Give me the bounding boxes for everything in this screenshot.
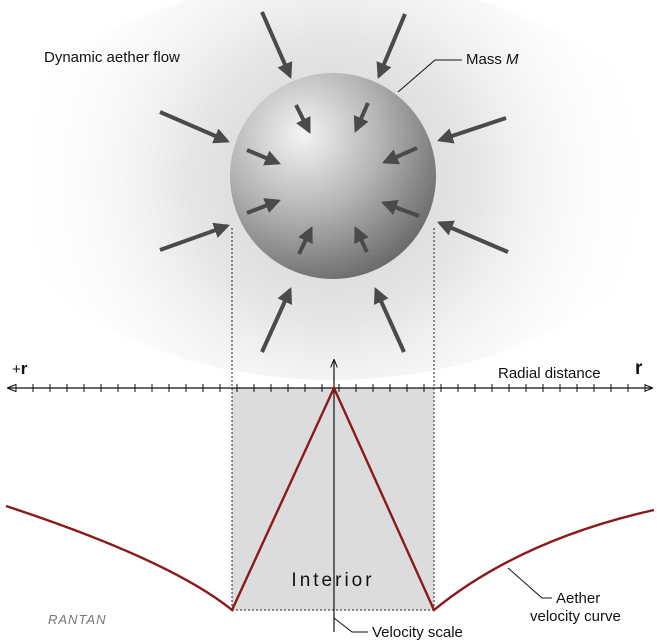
radial-axis-ticks	[15, 384, 646, 392]
curve-leader-line	[507, 567, 552, 599]
inflow-arrow	[373, 287, 406, 353]
flow-title: Dynamic aether flow	[44, 49, 180, 66]
inflow-arrow	[354, 226, 369, 253]
curve-label-line1: Aether	[556, 590, 600, 607]
rantan-signature: RANTAN	[48, 612, 106, 627]
leader-lines	[333, 59, 552, 633]
mass-label: Mass M	[466, 51, 519, 68]
plus-r-label: +r	[12, 359, 28, 378]
inflow-arrow	[260, 287, 293, 353]
interior-label: Interior	[291, 570, 374, 591]
inflow-arrow	[382, 146, 418, 165]
mass-sphere	[230, 73, 436, 279]
dashed-guides	[231, 228, 435, 611]
inflow-arrow	[246, 148, 281, 166]
interior-region	[232, 388, 434, 610]
inflow-arrow	[437, 220, 509, 254]
inflow-arrow	[353, 102, 370, 133]
curve-label-line2: velocity curve	[530, 608, 621, 625]
inflow-arrows	[159, 11, 509, 353]
inflow-arrow	[246, 198, 281, 215]
inflow-arrow	[159, 222, 231, 252]
mass-leader-line	[397, 59, 462, 93]
scale-leader-line	[333, 617, 368, 633]
inflow-arrow	[381, 199, 420, 218]
inflow-arrow	[260, 11, 293, 79]
aether-velocity-curve	[5, 385, 655, 612]
inflow-arrow	[436, 116, 507, 144]
radial-distance-label: Radial distance	[498, 365, 601, 382]
inflow-arrow	[297, 226, 313, 255]
inflow-arrow	[376, 13, 407, 79]
velocity-scale-label: Velocity scale	[372, 624, 463, 641]
radial-axis	[8, 384, 652, 392]
inflow-arrow	[159, 110, 230, 144]
r-axis-label: r	[635, 358, 643, 379]
inflow-arrow	[294, 104, 311, 134]
